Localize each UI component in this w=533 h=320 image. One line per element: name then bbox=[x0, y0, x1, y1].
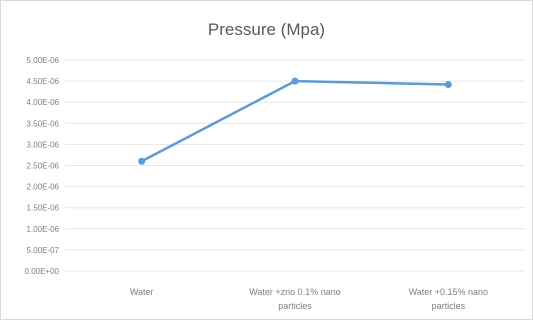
x-tick-label: Water bbox=[130, 287, 154, 297]
series-line bbox=[141, 79, 449, 163]
y-tick-label: 3.00E-06 bbox=[27, 140, 60, 149]
x-tick-label: particles bbox=[432, 301, 466, 311]
y-tick-label: 2.00E-06 bbox=[27, 183, 60, 192]
data-point bbox=[444, 80, 452, 88]
y-tick-label: 4.50E-06 bbox=[27, 77, 60, 86]
y-tick-label: 1.50E-06 bbox=[27, 204, 60, 213]
gridlines bbox=[65, 59, 525, 272]
y-tick-label: 4.00E-06 bbox=[27, 98, 60, 107]
data-point bbox=[291, 77, 299, 85]
data-point bbox=[138, 157, 146, 165]
x-tick-label: Water +0.15% nano bbox=[409, 287, 488, 297]
y-tick-label: 5.00E-06 bbox=[27, 56, 60, 65]
series-group bbox=[138, 77, 452, 165]
y-tick-label: 3.50E-06 bbox=[27, 119, 60, 128]
x-tick-label: Water +zno 0.1% nano bbox=[249, 287, 340, 297]
chart-title: Pressure (Mpa) bbox=[207, 20, 326, 39]
y-tick-label: 0.00E+00 bbox=[25, 267, 60, 276]
y-tick-label: 1.00E-06 bbox=[27, 225, 60, 234]
x-tick-label: particles bbox=[278, 301, 312, 311]
x-axis-labels: Water Water +zno 0.1% nano particles Water … bbox=[130, 287, 488, 311]
y-tick-label: 5.00E-07 bbox=[27, 246, 60, 255]
y-tick-label: 2.50E-06 bbox=[27, 162, 60, 171]
y-axis-ticks: 0.00E+00 5.00E-07 1.00E-06 1.50E-06 2.00E-06… bbox=[25, 56, 60, 276]
